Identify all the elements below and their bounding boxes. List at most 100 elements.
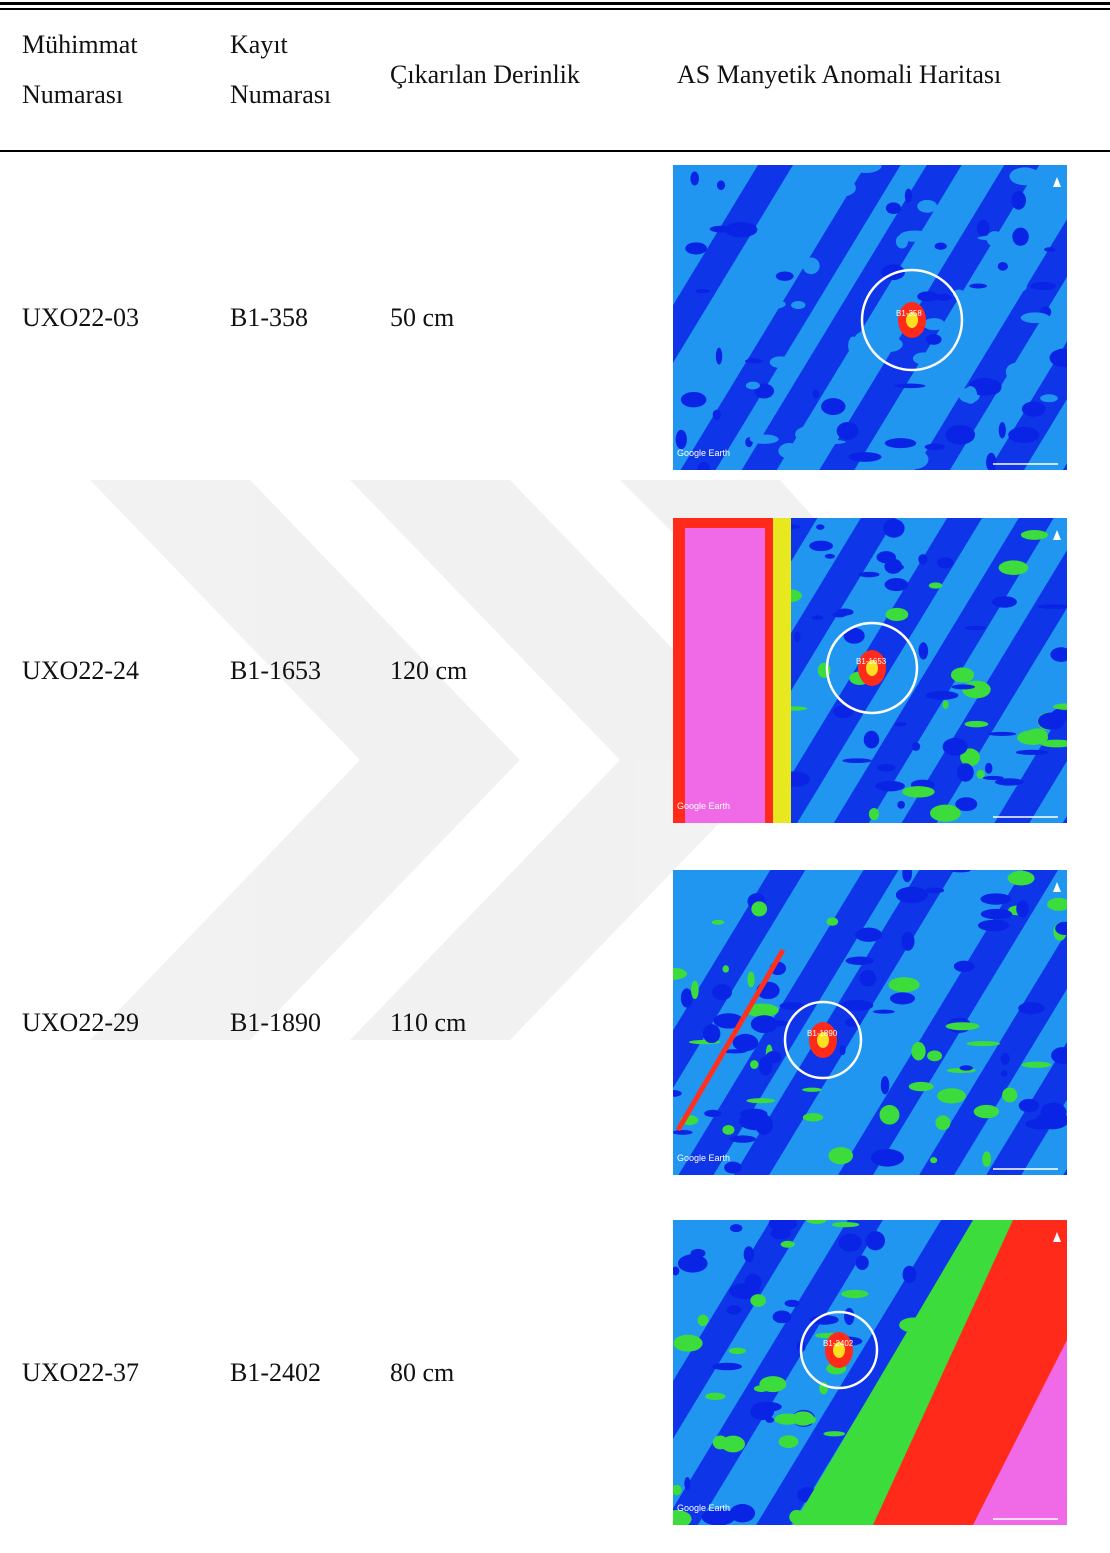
map-blob (849, 165, 882, 173)
map-blob (695, 289, 711, 294)
map-band (773, 518, 791, 823)
map-blob (964, 386, 978, 404)
map-blob (728, 1347, 746, 1355)
map-blob (880, 1076, 890, 1095)
map-blob (848, 336, 859, 356)
row-cell: 110 cm (390, 1007, 467, 1037)
map-blob (833, 705, 854, 719)
map-blob (1011, 190, 1026, 210)
map-blob (791, 1411, 815, 1426)
top-rule (0, 2, 1110, 5)
map-blob (918, 642, 929, 660)
map-blob (844, 1307, 855, 1325)
row-cell: 80 cm (390, 1357, 455, 1387)
map-blob (994, 778, 1024, 786)
map-blob (712, 409, 721, 421)
map-blob (836, 608, 854, 616)
map-trace (675, 948, 786, 1132)
map-blob (884, 578, 909, 592)
map-blob (779, 1002, 806, 1010)
row-cell: 50 cm (390, 302, 455, 332)
map-blob (704, 1109, 722, 1118)
map-blob (743, 1246, 755, 1263)
map-blob (969, 283, 987, 289)
map-blob (802, 1087, 822, 1092)
map-blob (925, 887, 945, 894)
header-cell: Kayıt (230, 30, 288, 59)
map-blob (751, 298, 786, 310)
map-blob (1040, 739, 1067, 748)
map-blob (816, 524, 825, 530)
map-blob (897, 800, 905, 809)
map-blob (902, 1265, 917, 1284)
map-blob (885, 202, 901, 215)
header-cell: Çıkarılan Derinlik (390, 60, 580, 89)
map-blob (911, 1042, 926, 1061)
map-blob (675, 429, 687, 450)
map-blob (697, 461, 710, 470)
target-anomaly (866, 660, 878, 676)
map-blob (838, 1233, 862, 1252)
map-blob (925, 334, 942, 345)
map-blob (988, 731, 1017, 736)
map-blob (980, 893, 1012, 905)
map-band (973, 1340, 1067, 1525)
map-blob (712, 984, 733, 1001)
map-blob (935, 293, 953, 301)
map-blob (962, 680, 991, 699)
map-blob (913, 352, 934, 365)
map-blob (923, 318, 945, 331)
map-blob (1012, 227, 1029, 246)
target-anomaly (817, 1032, 829, 1048)
map-blob (997, 261, 1008, 271)
map-blob (726, 1305, 742, 1315)
map-blob (900, 449, 929, 470)
map-blob (1040, 219, 1051, 228)
map-blob (964, 720, 989, 728)
map-blob (870, 1148, 904, 1167)
map-blob (759, 1376, 787, 1393)
map-blob (956, 763, 974, 782)
map-blob (758, 1056, 773, 1076)
map-blob (673, 1334, 703, 1352)
map-blob (977, 235, 1009, 241)
map-blob (673, 967, 688, 980)
map-streak (734, 870, 955, 1175)
map-label: B1-1890 (807, 1029, 838, 1038)
map-blob (780, 1240, 795, 1248)
map-blob (740, 1108, 768, 1120)
map-blob (885, 607, 909, 622)
map-blob (1018, 1098, 1040, 1113)
map-blob (908, 1081, 934, 1092)
map-blob (826, 917, 839, 926)
map-blob (1014, 281, 1027, 292)
map-blob (836, 421, 859, 440)
target-circle (825, 621, 919, 715)
map-blob (930, 1157, 938, 1164)
map-blob (960, 748, 980, 767)
top-rule (0, 8, 1110, 10)
map-blob (895, 886, 928, 904)
map-blob (902, 870, 913, 883)
map-blob (1008, 426, 1040, 444)
row-cell: UXO22-29 (22, 1007, 139, 1037)
map-blob (722, 1124, 735, 1135)
map-blob (750, 1060, 759, 1069)
map-streak (756, 1220, 977, 1525)
map-blob (981, 379, 1002, 395)
row-cell: UXO22-24 (22, 655, 139, 685)
map-blob (1005, 362, 1026, 381)
map-blob (841, 1289, 869, 1299)
map-blob (1000, 1070, 1008, 1077)
map-blob (824, 553, 836, 559)
map-blob (986, 452, 997, 470)
map-blob (976, 769, 985, 779)
map-blob (1020, 312, 1050, 324)
map-blob (705, 1392, 726, 1401)
map-blob (928, 582, 943, 589)
map-blob (677, 1254, 708, 1273)
map-blob (752, 1401, 782, 1412)
row-cell: UXO22-37 (22, 1357, 139, 1387)
target-circle (783, 1000, 863, 1080)
map-blob (877, 764, 896, 772)
